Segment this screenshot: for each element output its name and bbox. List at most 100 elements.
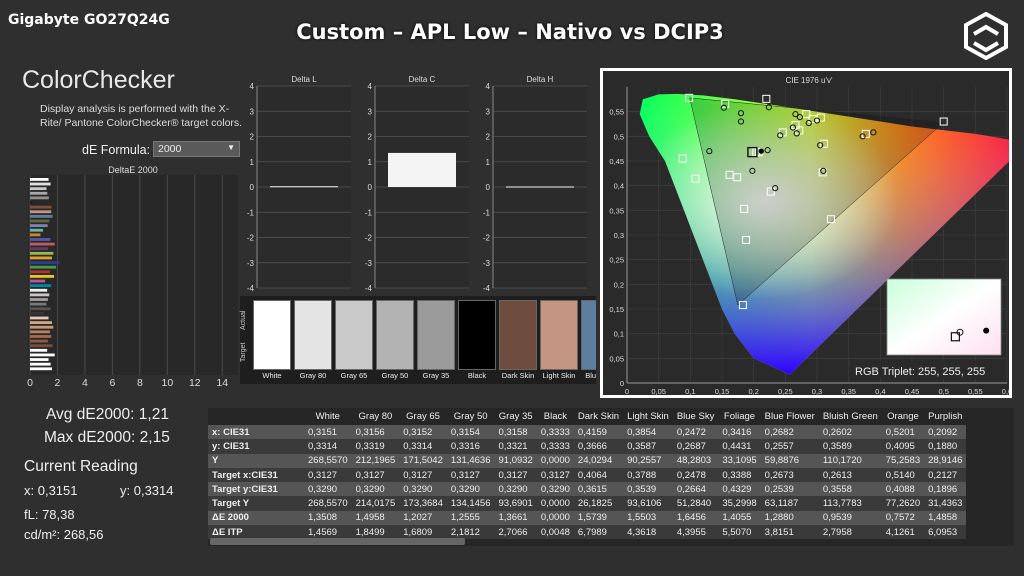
table-column-header[interactable]: Foliage <box>723 411 756 422</box>
table-cell: 0,1880 <box>924 439 967 454</box>
cie-measured-point <box>720 104 728 111</box>
histogram-tick: 8 <box>136 377 143 389</box>
table-cell: 0,3589 <box>818 439 882 454</box>
table-cell: 0,5201 <box>881 425 925 440</box>
table-cell: 28,9146 <box>924 453 967 468</box>
delta-tick-label: 3 <box>368 107 373 116</box>
cie-target-point <box>808 115 817 124</box>
table-cell: 0,2557 <box>760 439 819 454</box>
histogram-bar <box>30 344 53 348</box>
table-column-header[interactable]: Black <box>543 411 567 422</box>
cie-x-tick: 0 <box>625 387 629 395</box>
table-column-header[interactable]: White <box>315 411 340 422</box>
de-formula-select[interactable]: 2000 ▼ <box>153 141 240 157</box>
table-row: Target x:CIE31 0,3127 0,3127 0,3127 0,3127 0,… <box>208 467 967 483</box>
histogram-x-ticks: 0 2 4 6 8 10 12 14 <box>27 377 238 391</box>
color-swatch <box>335 300 373 370</box>
table-cell: 0,5140 <box>881 467 925 483</box>
table-cell: 1,8499 <box>351 525 400 540</box>
table-column-header[interactable]: Dark Skin <box>577 411 620 422</box>
table-cell: 93,6106 <box>623 496 673 511</box>
histogram-bar <box>30 339 48 343</box>
table-column-header[interactable]: Orange <box>887 411 919 422</box>
table-cell: 214,0175 <box>351 496 400 511</box>
delta-tick-label: 0 <box>250 183 255 192</box>
table-cell: 0,3314 <box>399 439 447 454</box>
table-column-header[interactable]: Purplish <box>928 411 963 422</box>
delta-chart-title: Delta C <box>409 75 436 84</box>
table-cell: 1,4055 <box>718 510 761 526</box>
table-column-header[interactable]: Bluish Green <box>822 411 878 422</box>
measurement-table[interactable]: White Gray 80 Gray 65 Gray 50 Gray 35 Black Da… <box>208 408 1014 546</box>
histogram-tick: 4 <box>82 377 88 389</box>
table-cell: 1,5503 <box>623 510 673 526</box>
histogram-bar <box>30 178 49 181</box>
cie-panel: 0 0,05 0,1 0,15 0,2 0,25 0,3 0,35 0,4 0,45 0,5 0,55… <box>600 68 1020 398</box>
histogram-tick: 2 <box>54 377 61 389</box>
table-cell: 113,7783 <box>818 496 882 511</box>
table-row-label: y: CIE31 <box>208 439 304 454</box>
table-cell: 0,3615 <box>573 482 624 497</box>
cie-target-point <box>819 139 828 148</box>
cie-y-tick: 0,55 <box>609 108 624 117</box>
delta-chart-title: Delta H <box>527 75 554 84</box>
delta-tick-label: 1 <box>368 158 373 167</box>
table-cell: 63,1187 <box>760 496 819 511</box>
table-cell: 0,2673 <box>760 467 819 483</box>
table-cell: 0,2682 <box>760 425 819 440</box>
corner-cell <box>208 408 304 425</box>
cie-target-point <box>818 168 827 177</box>
table-cell: 0,3416 <box>718 425 761 440</box>
table-row: ΔE 2000 1,3508 1,4958 1,2027 1,2555 1,3661 0,0… <box>208 510 967 526</box>
table-cell: 48,2803 <box>672 453 719 468</box>
histogram-tick: 12 <box>188 377 201 389</box>
table-cell: 0,3333 <box>536 425 574 440</box>
table-cell: 110,1720 <box>818 453 882 468</box>
table-column-header[interactable]: Blue Flower <box>764 411 815 422</box>
table-cell: 0,3290 <box>446 482 495 497</box>
table-cell: 1,5739 <box>573 510 624 526</box>
table-cell: 0,2539 <box>760 482 819 497</box>
table-column-header[interactable]: Gray 35 <box>498 411 533 422</box>
current-y: y: 0,3314 <box>120 483 174 498</box>
cie-measured-point <box>859 133 866 140</box>
delta-lch-charts: Delta L 4 3 2 1 0 -1 -2 -3 -4 Delta C 4 3 2 1 0 -1 -2 -3 -4… <box>247 75 587 293</box>
histogram-tick: 6 <box>109 377 116 389</box>
table-column-header[interactable]: Gray 65 <box>406 411 440 422</box>
delta-tick-label: 0 <box>486 183 491 192</box>
delta-bar <box>388 152 456 187</box>
table-cell: 0,3290 <box>536 482 574 497</box>
table-cell: 93,6901 <box>494 496 537 511</box>
color-swatch <box>581 300 596 370</box>
cie-measured-point <box>777 132 784 139</box>
table-column-header[interactable]: Blue Sky <box>676 411 715 422</box>
table-cell: 0,2687 <box>672 439 719 454</box>
cie-y-tick: 0,3 <box>614 231 624 240</box>
current-cdm2: cd/m²: 268,56 <box>24 527 104 542</box>
table-column-header[interactable]: Light Skin <box>627 411 669 422</box>
swatch-label: Black <box>467 371 487 380</box>
table-column-header[interactable]: Gray 50 <box>453 411 488 422</box>
table-cell: 0,0000 <box>536 496 574 511</box>
current-x: x: 0,3151 <box>24 483 78 498</box>
table-cell: 0,2664 <box>672 482 719 497</box>
cie-x-tick: 0,15 <box>715 387 730 395</box>
table-cell: 0,3314 <box>304 439 352 454</box>
table-cell: 0,4095 <box>881 439 925 454</box>
table-column-header[interactable]: Gray 80 <box>358 411 393 422</box>
delta-tick-label: 4 <box>368 82 373 91</box>
table-cell: 1,6809 <box>399 525 447 540</box>
cie-title: CIE 1976 u'v' <box>785 76 833 85</box>
table-cell: 0,3290 <box>304 482 352 497</box>
table-horizontal-scrollbar[interactable] <box>210 538 465 545</box>
cie-x-tick: 0,2 <box>748 387 758 395</box>
histogram-bar <box>30 325 54 329</box>
table-cell: 0,3151 <box>304 425 352 440</box>
current-reading-title: Current Reading <box>24 458 138 475</box>
table-row-label: x: CIE31 <box>208 425 304 440</box>
table-row-label: ΔE 2000 <box>208 510 304 526</box>
table-cell: 0,3666 <box>573 439 624 454</box>
cie-measured-point <box>820 167 827 174</box>
color-swatch <box>458 300 496 370</box>
histogram-bar <box>30 316 49 320</box>
